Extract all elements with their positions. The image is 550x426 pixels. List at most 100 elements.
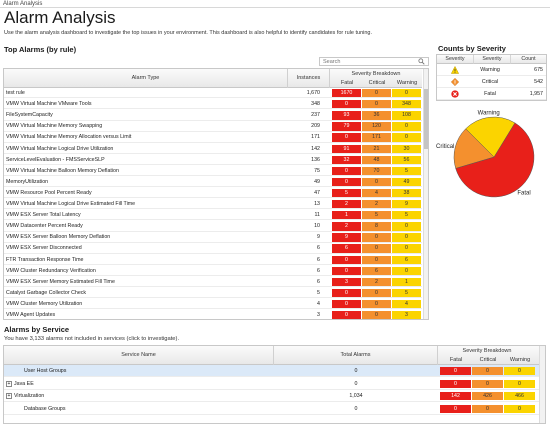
svc-critical-cell[interactable]: 0 xyxy=(472,379,503,388)
alarm-type-cell[interactable]: VMW ESX Server Disconnected xyxy=(6,245,82,252)
svc-critical-header[interactable]: Critical xyxy=(479,357,497,363)
fatal-cell[interactable]: 0 xyxy=(332,255,361,264)
alarm-type-header[interactable]: Alarm Type xyxy=(4,69,288,88)
critical-cell[interactable]: 8 xyxy=(362,222,391,231)
table-row[interactable]: VMW ESX Server Disconnected 6 6 0 0 xyxy=(4,243,422,254)
critical-cell[interactable]: 0 xyxy=(362,89,391,98)
table-row[interactable]: VMW ESX Server Memory Estimated Fill Tim… xyxy=(4,277,422,288)
pie-slice-fatal[interactable] xyxy=(455,122,535,198)
pie-slice-warning[interactable] xyxy=(465,116,516,158)
warning-cell[interactable]: 108 xyxy=(392,111,421,120)
svc-fatal-cell[interactable]: 0 xyxy=(440,379,471,388)
warning-cell[interactable]: 1 xyxy=(392,277,421,287)
fatal-cell[interactable]: 0 xyxy=(332,100,361,109)
table-row[interactable]: VMW Resource Pool Percent Ready 47 5 4 38 xyxy=(4,188,422,199)
fatal-cell[interactable]: 0 xyxy=(332,166,361,176)
svc-critical-cell[interactable]: 426 xyxy=(472,392,503,401)
fatal-cell[interactable]: 2 xyxy=(332,222,361,231)
alarm-type-cell[interactable]: VMW ESX Server Balloon Memory Deflation xyxy=(6,234,111,241)
critical-header[interactable]: Critical xyxy=(368,80,386,86)
services-note-link[interactable]: You have 3,133 alarms not included in se… xyxy=(4,336,180,342)
critical-cell[interactable]: 36 xyxy=(362,111,391,120)
table-row[interactable]: VMW Virtual Machine Memory Allocation ve… xyxy=(4,132,422,143)
svc-fatal-cell[interactable]: 0 xyxy=(440,404,471,413)
table-row[interactable]: VMW ESX Server Total Latency 11 1 5 5 xyxy=(4,210,422,221)
warning-cell[interactable]: 0 xyxy=(392,266,421,275)
warning-cell[interactable]: 5 xyxy=(392,288,421,298)
service-name-cell[interactable]: Virtualization xyxy=(14,393,45,399)
search-icon[interactable] xyxy=(418,58,425,65)
fatal-cell[interactable]: 0 xyxy=(332,266,361,275)
table-row[interactable]: Catalyst Garbage Collector Check 5 0 0 5 xyxy=(4,288,422,299)
pie-slice-critical[interactable] xyxy=(453,128,495,169)
service-row[interactable]: + Virtualization 1,034 142 426 466 xyxy=(4,390,539,402)
warning-cell[interactable]: 0 xyxy=(392,133,421,142)
critical-cell[interactable]: 48 xyxy=(362,155,391,164)
warning-cell[interactable]: 3 xyxy=(392,311,421,319)
table-row[interactable]: VMW Virtual Machine Memory Swapping 209 79… xyxy=(4,121,422,132)
critical-cell[interactable]: 0 xyxy=(362,100,391,109)
table-row[interactable]: ServiceLevelEvaluation - FMSServiceSLP 13… xyxy=(4,155,422,165)
critical-cell[interactable]: 6 xyxy=(362,266,391,275)
warning-cell[interactable]: 0 xyxy=(392,233,421,242)
svc-critical-cell[interactable]: 0 xyxy=(472,404,503,413)
alarm-type-cell[interactable]: VMW Virtual Machine Balloon Memory Defla… xyxy=(6,167,119,174)
alarm-type-cell[interactable]: VMW Cluster Memory Utilization xyxy=(6,300,83,307)
warning-cell[interactable]: 4 xyxy=(392,299,421,309)
fatal-header[interactable]: Fatal xyxy=(340,80,354,86)
fatal-cell[interactable]: 79 xyxy=(332,122,361,131)
table-row[interactable]: VMW ESX Server Balloon Memory Deflation 9… xyxy=(4,232,422,243)
fatal-cell[interactable]: 93 xyxy=(332,111,361,120)
critical-cell[interactable]: 171 xyxy=(362,133,391,142)
fatal-cell[interactable]: 0 xyxy=(332,133,361,142)
fatal-cell[interactable]: 6 xyxy=(332,244,361,253)
critical-cell[interactable]: 70 xyxy=(362,166,391,176)
critical-cell[interactable]: 0 xyxy=(362,233,391,242)
service-row[interactable]: Database Groups 0 0 0 0 xyxy=(4,403,539,415)
svc-warning-cell[interactable]: 0 xyxy=(504,367,535,376)
instances-header[interactable]: Instances xyxy=(288,69,330,88)
fatal-cell[interactable]: 0 xyxy=(332,288,361,298)
service-name-cell[interactable]: User Host Groups xyxy=(24,368,67,374)
fatal-cell[interactable]: 0 xyxy=(332,177,361,187)
table-row[interactable]: VMW Virtual Machine Balloon Memory Defla… xyxy=(4,166,422,177)
alarm-type-cell[interactable]: VMW ESX Server Total Latency xyxy=(6,212,81,219)
fatal-cell[interactable]: 91 xyxy=(332,144,361,153)
warning-cell[interactable]: 0 xyxy=(392,89,421,98)
table-row[interactable]: FTR Transaction Response Time 6 0 0 6 xyxy=(4,255,422,265)
warning-cell[interactable]: 30 xyxy=(392,144,421,153)
warning-cell[interactable]: 5 xyxy=(392,166,421,176)
critical-cell[interactable]: 0 xyxy=(362,311,391,319)
alarm-type-cell[interactable]: ServiceLevelEvaluation - FMSServiceSLP xyxy=(6,156,105,163)
svc-fatal-cell[interactable]: 142 xyxy=(440,392,471,401)
services-scrollbar[interactable] xyxy=(539,346,545,423)
alarm-type-cell[interactable]: FileSystemCapacity xyxy=(6,112,53,119)
top-alarms-scrollbar[interactable] xyxy=(423,69,428,319)
top-alarms-scroll-thumb[interactable] xyxy=(424,89,428,149)
severity-count-row[interactable]: Warning 675 xyxy=(437,64,546,76)
alarm-type-cell[interactable]: MemoryUtilization xyxy=(6,178,49,185)
warning-cell[interactable]: 56 xyxy=(392,155,421,164)
critical-cell[interactable]: 5 xyxy=(362,211,391,220)
svc-warning-header[interactable]: Warning xyxy=(509,357,531,363)
svc-warning-cell[interactable]: 0 xyxy=(504,379,535,388)
critical-cell[interactable]: 2 xyxy=(362,277,391,287)
critical-cell[interactable]: 2 xyxy=(362,200,391,209)
critical-cell[interactable]: 21 xyxy=(362,144,391,153)
table-row[interactable]: test rule 1,670 1670 0 0 xyxy=(4,88,422,99)
alarm-type-cell[interactable]: VMW Virtual Machine VMware Tools xyxy=(6,101,92,108)
table-row[interactable]: VMW Cluster Memory Utilization 4 0 0 4 xyxy=(4,299,422,310)
warning-cell[interactable]: 38 xyxy=(392,188,421,198)
alarm-type-cell[interactable]: VMW Virtual Machine Logical Drive Utiliz… xyxy=(6,145,114,152)
table-row[interactable]: VMW Virtual Machine VMware Tools 348 0 0 348 xyxy=(4,99,422,110)
table-row[interactable]: FileSystemCapacity 237 93 36 108 xyxy=(4,110,422,121)
warning-cell[interactable]: 0 xyxy=(392,122,421,131)
svc-warning-cell[interactable]: 466 xyxy=(504,392,535,401)
table-row[interactable]: MemoryUtilization 49 0 0 49 xyxy=(4,177,422,188)
svc-fatal-header[interactable]: Fatal xyxy=(449,357,463,363)
table-row[interactable]: VMW Datacenter Percent Ready 10 2 8 0 xyxy=(4,221,422,232)
critical-cell[interactable]: 0 xyxy=(362,177,391,187)
alarm-type-cell[interactable]: VMW ESX Server Memory Estimated Fill Tim… xyxy=(6,278,115,285)
expand-icon[interactable]: + xyxy=(6,393,12,399)
fatal-cell[interactable]: 0 xyxy=(332,311,361,319)
